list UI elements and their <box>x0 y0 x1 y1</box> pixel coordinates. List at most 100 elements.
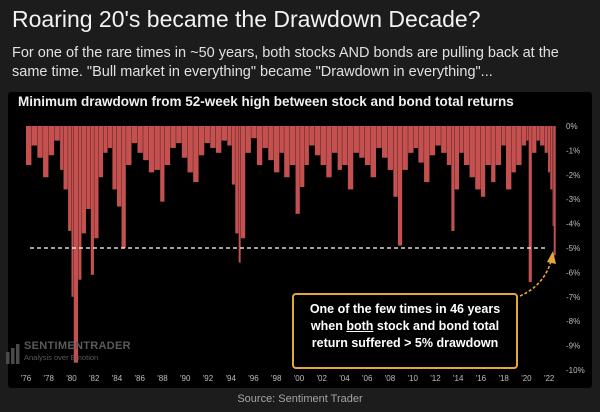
x-tick-label: '18 <box>498 374 509 383</box>
drawdown-bar <box>381 126 388 158</box>
drawdown-bar <box>528 126 532 283</box>
drawdown-bar <box>60 126 64 170</box>
drawdown-bar <box>304 126 309 166</box>
drawdown-bar <box>435 126 441 146</box>
watermark-tagline: Analysis over Emotion <box>24 353 99 362</box>
drawdown-bar <box>309 126 315 146</box>
drawdown-bar <box>370 126 376 178</box>
x-tick-label: '80 <box>66 374 77 383</box>
x-tick-label: '08 <box>385 374 396 383</box>
drawdown-bar <box>154 126 160 170</box>
drawdown-bar <box>359 126 365 158</box>
drawdown-bar <box>54 126 60 141</box>
drawdown-bar <box>193 126 199 183</box>
drawdown-bar <box>94 126 99 239</box>
drawdown-bar <box>251 126 257 139</box>
drawdown-bar <box>63 126 68 190</box>
drawdown-bar <box>116 126 122 207</box>
drawdown-bar <box>342 126 348 166</box>
drawdown-bar <box>526 126 529 141</box>
drawdown-bar <box>273 126 280 173</box>
drawdown-bar <box>521 126 527 146</box>
drawdown-bar <box>48 126 55 156</box>
x-tick-label: '16 <box>476 374 487 383</box>
drawdown-bar <box>387 126 394 170</box>
drawdown-bar <box>320 126 326 166</box>
y-tick-label: -1% <box>566 146 580 155</box>
y-tick-label: -10% <box>566 366 585 375</box>
drawdown-bar <box>505 126 512 190</box>
y-tick-label: -3% <box>566 195 580 204</box>
x-tick-label: '02 <box>316 374 327 383</box>
subheadline: For one of the rare times in ~50 years, … <box>12 45 559 80</box>
drawdown-bar <box>170 126 176 148</box>
drawdown-bar <box>231 126 235 185</box>
drawdown-bar <box>536 126 540 141</box>
drawdown-bar <box>164 126 171 166</box>
drawdown-bar <box>364 126 371 166</box>
drawdown-bar <box>256 126 263 166</box>
drawdown-bar <box>485 126 491 166</box>
drawdown-bar <box>516 126 522 166</box>
watermark-name: SENTIMENTRADER <box>24 340 131 352</box>
y-tick-label: -7% <box>566 293 580 302</box>
drawdown-bar <box>289 126 296 166</box>
drawdown-bar <box>441 126 447 153</box>
drawdown-bar <box>98 126 104 178</box>
drawdown-bar <box>240 126 246 239</box>
drawdown-bar <box>176 126 182 144</box>
x-tick-label: '92 <box>203 374 214 383</box>
y-tick-label: -9% <box>566 342 580 351</box>
drawdown-bar <box>187 126 193 173</box>
drawdown-bar <box>90 126 94 275</box>
drawdown-bar <box>235 126 239 234</box>
x-tick-label: '98 <box>271 374 282 383</box>
drawdown-bar <box>126 126 132 166</box>
x-tick-label: '94 <box>226 374 237 383</box>
drawdown-bar <box>511 126 516 173</box>
chart-title: Minimum drawdown from 52-week high betwe… <box>18 94 514 109</box>
x-tick-label: '04 <box>339 374 350 383</box>
watermark-logo-bar <box>11 348 15 364</box>
y-tick-label: -4% <box>566 220 580 229</box>
x-tick-label: '84 <box>112 374 123 383</box>
callout-arrow <box>519 257 553 297</box>
drawdown-bar <box>491 126 496 183</box>
drawdown-bar <box>495 126 502 166</box>
drawdown-bar <box>284 126 290 178</box>
drawdown-bar <box>451 126 455 231</box>
drawdown-bar <box>480 126 486 197</box>
x-tick-label: '00 <box>294 374 305 383</box>
drawdown-bar <box>347 126 354 190</box>
drawdown-bar <box>393 126 398 197</box>
x-tick-label: '12 <box>430 374 441 383</box>
drawdown-bar <box>300 126 305 187</box>
y-tick-label: 0% <box>566 122 578 131</box>
headline: Roaring 20's became the Drawdown Decade? <box>12 6 481 32</box>
y-tick-label: -2% <box>566 171 580 180</box>
drawdown-bar <box>469 126 475 178</box>
drawdown-bar <box>553 126 556 256</box>
drawdown-bar <box>68 126 72 231</box>
drawdown-bar <box>238 126 241 263</box>
x-tick-label: '22 <box>544 374 555 383</box>
drawdown-bar <box>532 126 537 153</box>
drawdown-bar <box>475 126 481 190</box>
y-tick-label: -8% <box>566 317 580 326</box>
drawdown-bar <box>268 126 274 161</box>
drawdown-bar <box>337 126 342 170</box>
drawdown-bar <box>459 126 464 153</box>
drawdown-bar <box>215 126 222 153</box>
drawdown-bar <box>463 126 470 166</box>
x-tick-label: '06 <box>362 374 373 383</box>
callout-emphasis: both <box>346 319 374 333</box>
drawdown-bar <box>279 126 284 153</box>
drawdown-bar <box>43 126 49 178</box>
drawdown-bar <box>81 126 86 234</box>
callout-line-2: when both stock and bond total <box>294 318 516 335</box>
y-tick-label: -6% <box>566 268 580 277</box>
drawdown-bar <box>424 126 430 183</box>
callout-line-1: One of the few times in 46 years <box>309 302 501 316</box>
drawdown-bar <box>540 126 545 146</box>
